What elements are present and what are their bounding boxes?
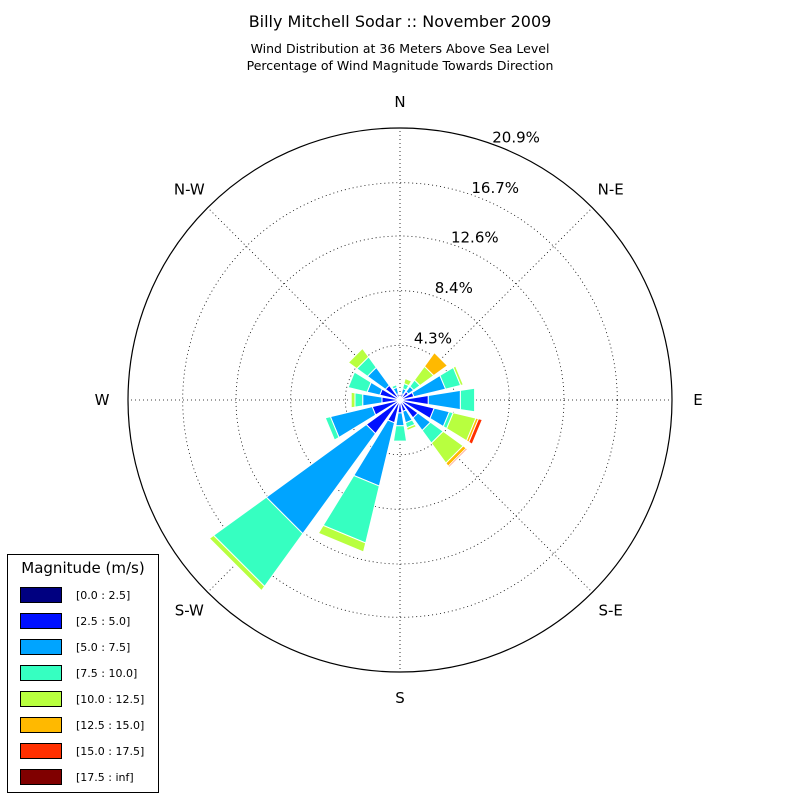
legend-title: Magnitude (m/s) (21, 559, 145, 577)
polar-labels: N N-E E S-E S S-W W N-W 4.3% 8.4% 12.6% 16.7% 20.9% (95, 93, 703, 707)
legend: Magnitude (m/s) [0.0 : 2.5] [2.5 : 5.0] [5… (7, 554, 159, 793)
windrose-bar (347, 347, 370, 370)
legend-swatch (20, 769, 62, 785)
legend-label: [5.0 : 7.5] (76, 641, 131, 654)
windrose-bar (208, 534, 266, 592)
chart-subtitle-line-2: Percentage of Wind Magnitude Towards Dir… (246, 58, 554, 73)
chart-subtitle-line-1: Wind Distribution at 36 Meters Above Sea… (250, 41, 550, 56)
legend-swatch (20, 743, 62, 759)
windrose-bar (347, 371, 372, 393)
windrose-bar (391, 384, 398, 390)
direction-label: N (394, 93, 405, 111)
radial-tick-label: 8.4% (435, 279, 473, 297)
direction-label: E (693, 391, 702, 409)
legend-swatch (20, 639, 62, 655)
direction-label: W (95, 391, 110, 409)
legend-label: [12.5 : 15.0] (76, 719, 145, 732)
windrose-bar (447, 447, 469, 469)
legend-label: [7.5 : 10.0] (76, 667, 138, 680)
legend-swatch (20, 665, 62, 681)
direction-label: N-E (598, 180, 624, 198)
windrose-bar (324, 416, 340, 441)
radial-tick-label: 12.6% (451, 229, 499, 247)
windrose-bar (459, 387, 476, 413)
windrose-bar (403, 377, 413, 387)
windrose-bar (395, 412, 405, 427)
windrose-bar (317, 524, 367, 553)
legend-label: [17.5 : inf] (76, 771, 134, 784)
windrose-bars (208, 347, 483, 592)
windrose-bar (468, 418, 483, 445)
legend-swatch (20, 691, 62, 707)
radial-tick-label: 4.3% (414, 330, 452, 348)
grid-ring (182, 182, 618, 618)
windrose-bar (427, 389, 461, 411)
legend-label: [15.0 : 17.5] (76, 745, 145, 758)
legend-swatch (20, 717, 62, 733)
windrose-bar (423, 351, 449, 377)
windrose-bar (350, 391, 356, 409)
legend-label: [2.5 : 5.0] (76, 615, 131, 628)
windrose-bar (406, 423, 418, 432)
grid-ring (235, 235, 565, 565)
windrose-bar (354, 392, 364, 408)
windrose-bar (392, 425, 408, 442)
windrose-bar (362, 393, 383, 407)
direction-label: S (395, 689, 405, 707)
direction-label: S-W (175, 602, 204, 620)
radial-tick-label: 16.7% (471, 179, 519, 197)
direction-label: S-E (598, 602, 622, 620)
polar-frame (127, 127, 673, 673)
radial-tick-label: 20.9% (492, 129, 540, 147)
windrose-bar (452, 365, 464, 386)
legend-swatch (20, 587, 62, 603)
legend-label: [10.0 : 12.5] (76, 693, 145, 706)
legend-label: [0.0 : 2.5] (76, 589, 131, 602)
chart-title: Billy Mitchell Sodar :: November 2009 (248, 12, 552, 31)
legend-swatch (20, 613, 62, 629)
direction-label: N-W (174, 180, 205, 198)
